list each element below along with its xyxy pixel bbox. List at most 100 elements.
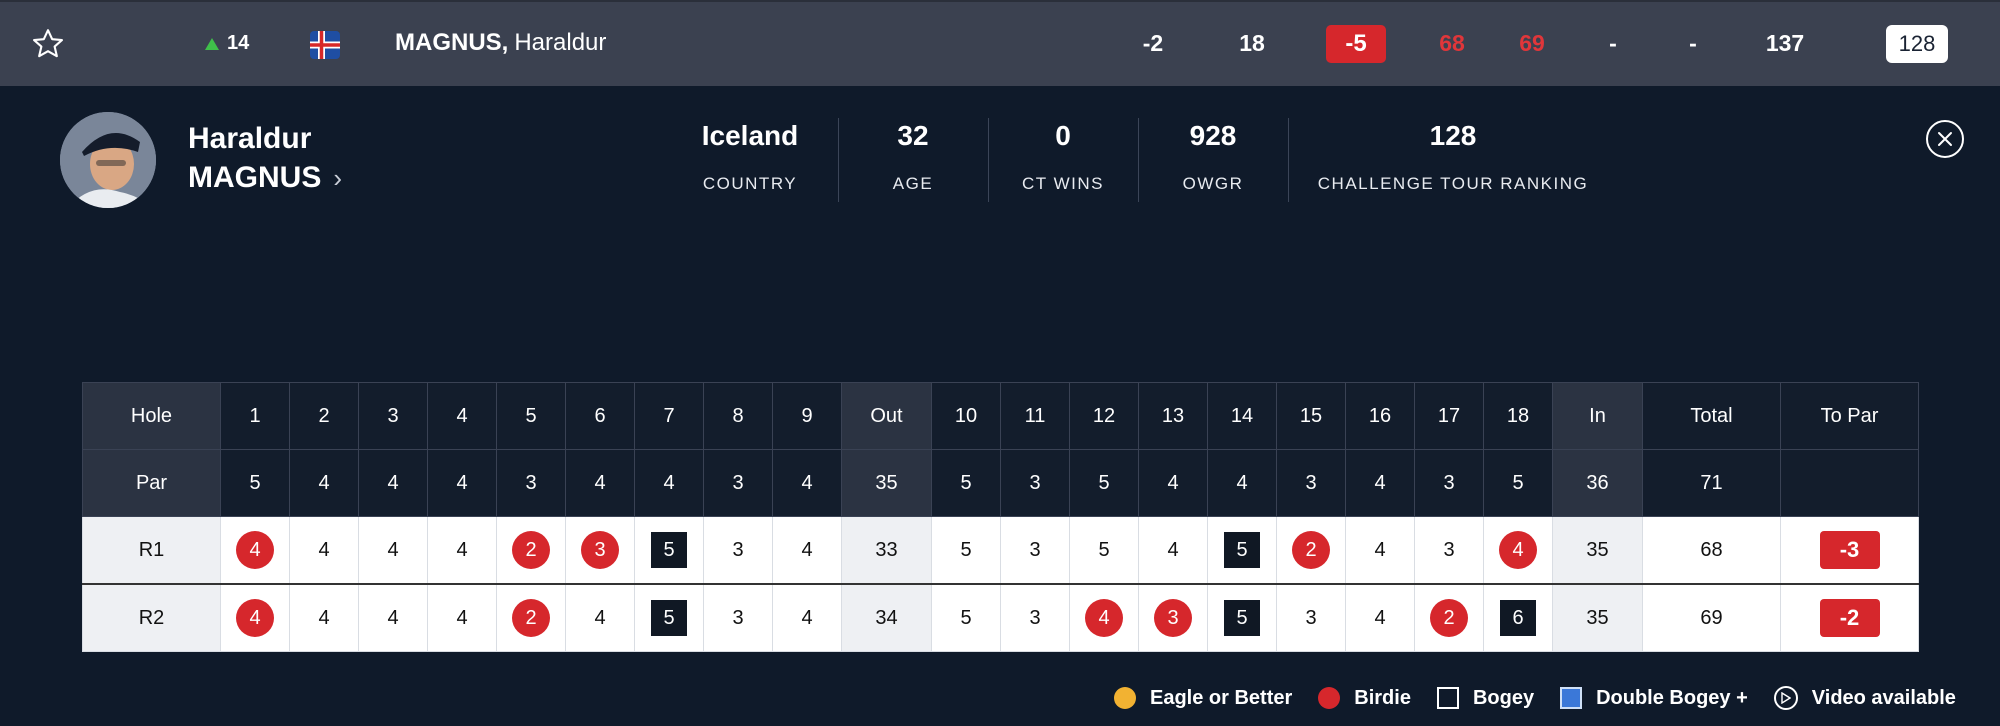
score-cell: 3 xyxy=(1000,449,1070,517)
divider xyxy=(988,118,989,202)
cell-value: 17 xyxy=(1437,404,1461,427)
cell-value: 3 xyxy=(1029,471,1041,494)
legend-label: Double Bogey + xyxy=(1596,686,1748,709)
cell-value: 3 xyxy=(1443,471,1455,494)
score-cell: 3 xyxy=(565,516,635,585)
stat-value: 128 xyxy=(1429,120,1477,151)
birdie-marker: 4 xyxy=(1085,599,1123,637)
birdie-marker: 3 xyxy=(581,531,619,569)
player-name[interactable]: MAGNUS, Haraldur xyxy=(395,29,606,57)
score-cell: 4 xyxy=(427,382,497,450)
position-movement: 14 xyxy=(205,32,249,55)
to-par-badge: -3 xyxy=(1819,531,1880,569)
cell-value: 3 xyxy=(1305,471,1317,494)
cell-value: 4 xyxy=(801,471,813,494)
score-cell: 5 xyxy=(931,583,1001,652)
stat-label: CHALLENGE TOUR RANKING xyxy=(1317,174,1589,193)
player-first-name: Haraldur xyxy=(514,29,607,56)
divider xyxy=(1288,118,1289,202)
stat-label: CT WINS xyxy=(1022,174,1104,193)
round-3-score: - xyxy=(1609,30,1617,56)
cell-value: 6 xyxy=(594,404,606,427)
cell-value: 5 xyxy=(960,606,972,629)
row-label: R2 xyxy=(82,583,221,652)
score-cell: 4 xyxy=(427,516,497,585)
cell-value: 4 xyxy=(456,606,468,629)
stat-ct-wins: 0 CT WINS xyxy=(1003,120,1123,194)
birdie-marker: 4 xyxy=(1499,531,1537,569)
cell-value: 7 xyxy=(663,404,675,427)
cell-value: 10 xyxy=(954,404,978,427)
score-cell: 5 xyxy=(1069,516,1139,585)
score-cell: 5 xyxy=(220,449,290,517)
cell-value: 12 xyxy=(1092,404,1116,427)
cell-value: 4 xyxy=(1167,538,1179,561)
score-cell: 4 xyxy=(289,516,359,585)
stat-country: Iceland COUNTRY xyxy=(690,120,810,194)
scorecard-legend: Eagle or Better Birdie Bogey Double Boge… xyxy=(1114,686,1956,710)
score-cell: 4 xyxy=(220,516,290,585)
close-button[interactable] xyxy=(1926,120,1964,158)
score-cell: 5 xyxy=(931,516,1001,585)
score-cell: 3 xyxy=(1276,583,1346,652)
cell-value: Total xyxy=(1690,404,1733,427)
cell-value: 71 xyxy=(1700,471,1723,494)
cell-value: 3 xyxy=(1305,606,1317,629)
score-cell: 35 xyxy=(1552,516,1643,585)
cell-value: 5 xyxy=(960,471,972,494)
score-cell: 16 xyxy=(1345,382,1415,450)
bogey-swatch-icon xyxy=(1436,687,1459,709)
ranking-badge: 128 xyxy=(1886,25,1948,63)
score-cell: 7 xyxy=(634,382,704,450)
leaderboard-row[interactable]: 14 MAGNUS, Haraldur -2 18 -5 68 69 - - 1… xyxy=(0,0,2000,86)
score-cell: 9 xyxy=(772,382,842,450)
cell-value: 4 xyxy=(1374,606,1386,629)
score-cell: 3 xyxy=(496,449,566,517)
legend-label: Video available xyxy=(1811,686,1956,709)
score-cell: 3 xyxy=(1276,449,1346,517)
stat-value: 928 xyxy=(1189,120,1237,151)
score-cell: 4 xyxy=(358,516,428,585)
divider xyxy=(1138,118,1139,202)
legend-bogey: Bogey xyxy=(1436,686,1535,710)
cell-value: Out xyxy=(870,404,903,427)
cell-value: 11 xyxy=(1024,404,1046,427)
player-last-name: MAGNUS, xyxy=(395,29,509,56)
cell-value: 35 xyxy=(875,471,898,494)
score-cell: 5 xyxy=(1069,449,1139,517)
score-cell: 4 xyxy=(427,583,497,652)
score-cell: 3 xyxy=(1414,449,1484,517)
score-cell: 5 xyxy=(1207,583,1277,652)
score-cell: 33 xyxy=(841,516,932,585)
cell-value: 9 xyxy=(801,404,813,427)
score-cell: 5 xyxy=(634,583,704,652)
score-cell: 17 xyxy=(1414,382,1484,450)
birdie-marker: 2 xyxy=(1292,531,1330,569)
legend-label: Bogey xyxy=(1472,686,1535,709)
par-row: Par 5 4 4 4 3 4 4 3 4 35 5 3 5 4 4 3 4 3 5 36 71 xyxy=(82,449,1919,517)
cell-value: 5 xyxy=(1098,471,1110,494)
round-row-2: R2 4 4 4 4 2 4 5 3 4 34 5 3 4 3 5 3 4 2 6 35 69 -2 xyxy=(82,583,1919,652)
score-cell: 3 xyxy=(1138,583,1208,652)
cell-value: 4 xyxy=(1374,538,1386,561)
cell-value: 4 xyxy=(456,404,468,427)
score-cell: 1 xyxy=(220,382,290,450)
round-1-score: 68 xyxy=(1439,30,1465,56)
cell-value: 16 xyxy=(1368,404,1392,427)
avatar[interactable] xyxy=(60,112,156,208)
score-cell: 3 xyxy=(358,382,428,450)
birdie-marker: 2 xyxy=(512,599,550,637)
stat-value: 32 xyxy=(897,120,929,151)
stat-value: 0 xyxy=(1055,120,1071,151)
cell-value: 5 xyxy=(525,404,537,427)
profile-last-name-link[interactable]: MAGNUS › xyxy=(188,161,342,195)
score-cell: 12 xyxy=(1069,382,1139,450)
score-cell: 35 xyxy=(1552,583,1643,652)
star-outline-icon[interactable] xyxy=(30,26,66,62)
cell-value: 4 xyxy=(318,606,330,629)
score-cell: 2 xyxy=(496,583,566,652)
cell-value: 3 xyxy=(1443,538,1455,561)
cell-value: 4 xyxy=(387,538,399,561)
player-photo xyxy=(60,112,156,208)
cell-value: 3 xyxy=(1029,606,1041,629)
